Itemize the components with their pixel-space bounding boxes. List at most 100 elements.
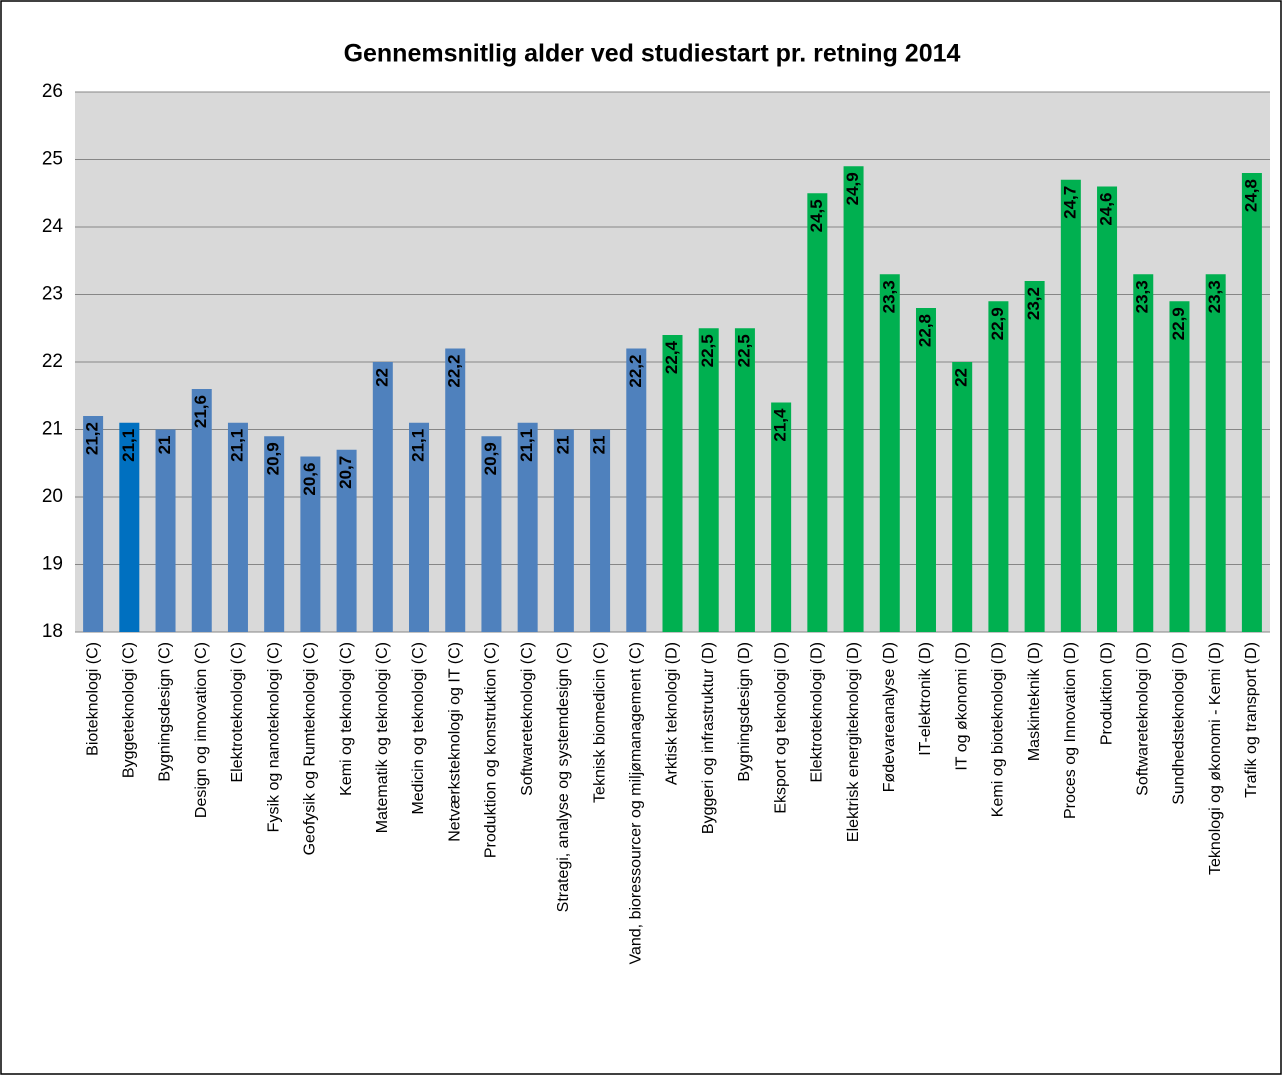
y-tick-label: 21 [42,419,63,440]
data-label: 23,3 [879,280,898,313]
bar [771,402,792,632]
bar [264,436,285,632]
x-tick-label: IT og økonomi (D) [953,642,970,771]
data-label: 21,1 [119,429,138,462]
data-label: 20,9 [264,442,283,475]
x-tick-label: Vand, bioressourcer og miljømanagement (… [628,642,645,965]
bar [1024,281,1045,632]
y-tick-label: 20 [42,486,63,507]
y-tick-label: 24 [42,216,64,237]
x-tick-label: Maskinteknik (D) [1026,642,1043,761]
data-label: 24,5 [807,199,826,232]
data-label: 21 [590,436,609,455]
data-label: 21,1 [227,429,246,462]
bar [517,422,538,632]
data-label: 23,3 [1133,280,1152,313]
data-label: 22 [952,368,971,387]
x-tick-label: Teknologi og økonomi - Kemi (D) [1207,642,1224,875]
x-tick-label: Elektroteknologi (D) [809,642,826,783]
data-label: 23,3 [1205,280,1224,313]
x-tick-label: Eksport og teknologi (D) [772,642,789,814]
data-label: 24,6 [1097,193,1116,226]
bar [843,166,864,632]
x-tick-label: Kemi og teknologi (C) [338,642,355,796]
bar [1060,179,1081,632]
bar [1205,274,1226,632]
bar [155,429,176,632]
bar [590,429,611,632]
data-label: 21,4 [771,408,790,442]
data-label: 21 [553,436,572,455]
data-label: 23,2 [1024,287,1043,320]
bar [119,422,140,632]
data-label: 22,9 [988,307,1007,340]
x-tick-label: Fødevareanalyse (D) [881,642,898,792]
x-tick-label: Kemi og bioteknologi (D) [990,642,1007,817]
data-label: 22,2 [626,355,645,388]
x-tick-label: Matematik og teknologi (C) [374,642,391,833]
x-tick-label: Geofysik og Rumteknologi (C) [302,642,319,855]
data-label: 22,5 [734,334,753,367]
bar [734,328,755,632]
y-tick-label: 19 [42,554,63,575]
x-tick-label: Produktion og konstruktion (C) [483,642,500,858]
bar [553,429,574,632]
data-label: 22,8 [915,314,934,347]
x-tick-label: Elektrisk energiteknologi (D) [845,642,862,842]
bar [409,422,430,632]
bar [1241,173,1262,632]
x-tick-label: Byggeri og infrastruktur (D) [700,642,717,834]
data-label: 20,9 [481,442,500,475]
x-tick-label: Fysik og nanoteknologi (C) [265,642,282,832]
bar [1133,274,1154,632]
bar [807,193,828,632]
y-tick-label: 18 [42,621,63,642]
bar [879,274,900,632]
x-tick-label: Softwareteknologi (C) [519,642,536,796]
data-label: 21,1 [517,429,536,462]
data-label: 22,4 [662,340,681,374]
bar [952,362,973,632]
x-tick-label: Strategi, analyse og systemdesign (C) [555,642,572,912]
chart-title: Gennemsnitlig alder ved studiestart pr. … [344,40,961,68]
x-tick-label: Bygningsdesign (C) [157,642,174,782]
data-label: 21,2 [83,422,102,455]
x-tick-label: Bioteknologi (C) [84,642,101,756]
data-label: 24,8 [1241,179,1260,212]
x-tick-label: Proces og Innovation (D) [1062,642,1079,819]
x-tick-label: Design og innovation (C) [193,642,210,818]
x-tick-label: Elektroteknologi (C) [229,642,246,783]
bar [227,422,248,632]
x-tick-label: Teknisk biomedicin (C) [591,642,608,803]
bar [83,416,104,632]
bar [372,362,393,632]
y-tick-label: 26 [42,81,63,102]
data-label: 24,7 [1060,186,1079,219]
data-label: 22 [372,368,391,387]
bar [445,348,466,632]
bar [988,301,1009,632]
x-tick-label: Bygningsdesign (D) [736,642,753,782]
bar [698,328,719,632]
bar [191,389,212,632]
bar [300,456,321,632]
bar [481,436,502,632]
x-tick-label: Netværksteknologi og IT (C) [446,642,463,842]
x-tick-label: Trafik og transport (D) [1243,642,1260,798]
x-tick-label: Sundhedsteknologi (D) [1171,642,1188,805]
data-label: 22,9 [1169,307,1188,340]
x-tick-label: Arktisk teknologi (D) [664,642,681,785]
data-label: 20,7 [336,456,355,489]
data-label: 21 [155,436,174,455]
y-tick-label: 22 [42,351,63,372]
x-tick-label: Produktion (D) [1098,642,1115,745]
bar [1169,301,1190,632]
y-tick-label: 25 [42,149,63,170]
bar [662,335,683,632]
y-tick-label: 23 [42,284,63,305]
bar [1097,186,1118,632]
data-label: 20,6 [300,463,319,496]
data-label: 22,2 [445,355,464,388]
data-label: 22,5 [698,334,717,367]
data-label: 21,1 [408,429,427,462]
